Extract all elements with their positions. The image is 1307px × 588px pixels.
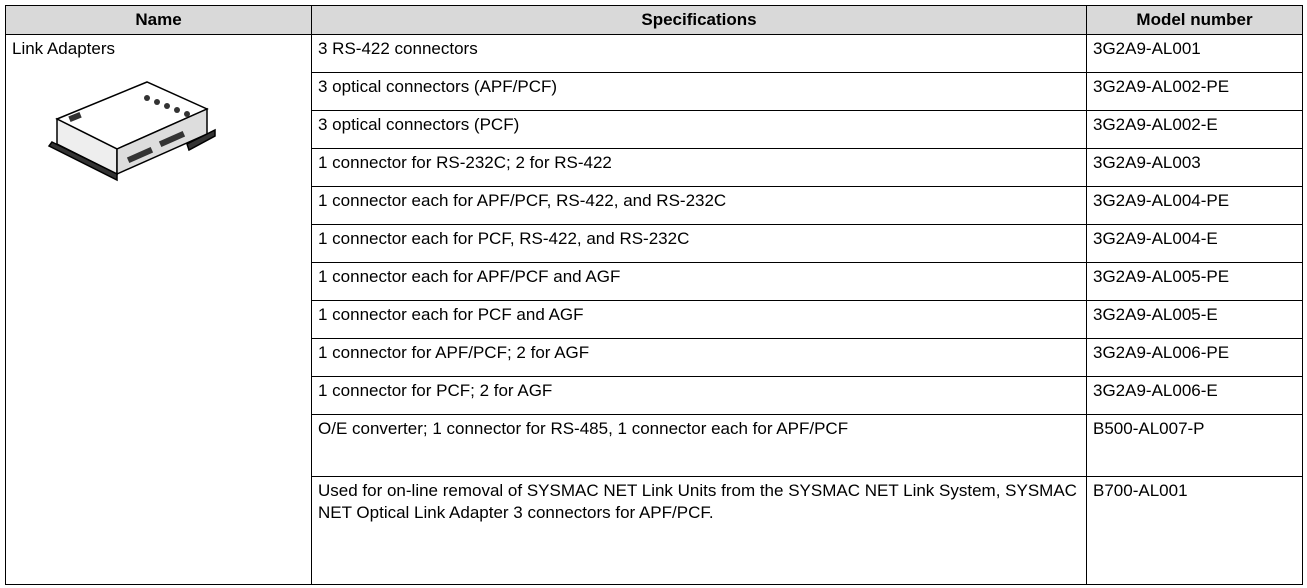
device-image	[47, 81, 216, 182]
model-cell: 3G2A9-AL004-E	[1086, 224, 1303, 263]
table-row: 3 optical connectors (PCF) 3G2A9-AL002-E	[6, 110, 1303, 149]
model-cell: 3G2A9-AL005-PE	[1086, 262, 1303, 301]
table-row: O/E converter; 1 connector for RS-485, 1…	[6, 414, 1303, 477]
model-cell: 3G2A9-AL006-PE	[1086, 338, 1303, 377]
header-cell: Specifications	[311, 5, 1087, 35]
model-cell: 3G2A9-AL002-E	[1086, 110, 1303, 149]
spec-cell: 1 connector each for APF/PCF, RS-422, an…	[311, 186, 1087, 225]
spec-cell: Used for on-line removal of SYSMAC NET L…	[311, 476, 1087, 585]
spec-cell: 3 optical connectors (PCF)	[311, 110, 1087, 149]
table-row: 1 connector for PCF; 2 for AGF 3G2A9-AL00…	[6, 376, 1303, 415]
header-cell: Model number	[1086, 5, 1303, 35]
table-row: 1 connector each for APF/PCF, RS-422, an…	[6, 186, 1303, 225]
table-row: Link Adapters 3 RS-422 connectors 3G2A9-AL…	[5, 34, 1303, 585]
spec-cell: 1 connector each for PCF and AGF	[311, 300, 1087, 339]
spec-cell: O/E converter; 1 connector for RS-485, 1…	[311, 414, 1087, 477]
model-cell: 3G2A9-AL002-PE	[1086, 72, 1303, 111]
spec-cell: 3 RS-422 connectors	[311, 34, 1087, 73]
model-cell: 3G2A9-AL003	[1086, 148, 1303, 187]
spec-cell: 3 optical connectors (APF/PCF)	[311, 72, 1087, 111]
header-cell: Name	[5, 5, 312, 35]
model-cell: 3G2A9-AL006-E	[1086, 376, 1303, 415]
model-cell: 3G2A9-AL001	[1086, 34, 1303, 73]
model-cell: B700-AL001	[1086, 476, 1303, 585]
header-row: Name Specifications Model number	[5, 5, 1303, 35]
spec-cell: 1 connector each for PCF, RS-422, and RS…	[311, 224, 1087, 263]
spec-cell: 1 connector for APF/PCF; 2 for AGF	[311, 338, 1087, 377]
table-row: 1 connector each for PCF, RS-422, and RS…	[6, 224, 1303, 263]
table-row: 1 connector each for APF/PCF and AGF 3G2A…	[6, 262, 1303, 301]
model-cell: 3G2A9-AL004-PE	[1086, 186, 1303, 225]
spec-cell: 1 connector each for APF/PCF and AGF	[311, 262, 1087, 301]
table-row: Used for on-line removal of SYSMAC NET L…	[6, 476, 1303, 585]
name-cell: Link Adapters	[5, 34, 312, 585]
spec-cell: 1 connector for RS-232C; 2 for RS-422	[311, 148, 1087, 187]
model-cell: B500-AL007-P	[1086, 414, 1303, 477]
spec-cell: 1 connector for PCF; 2 for AGF	[311, 376, 1087, 415]
product-table: Name Specifications Model number Link Ad…	[5, 5, 1303, 585]
table-row: 1 connector each for PCF and AGF 3G2A9-AL…	[6, 300, 1303, 339]
model-cell: 3G2A9-AL005-E	[1086, 300, 1303, 339]
name-text: Link Adapters	[12, 39, 116, 58]
